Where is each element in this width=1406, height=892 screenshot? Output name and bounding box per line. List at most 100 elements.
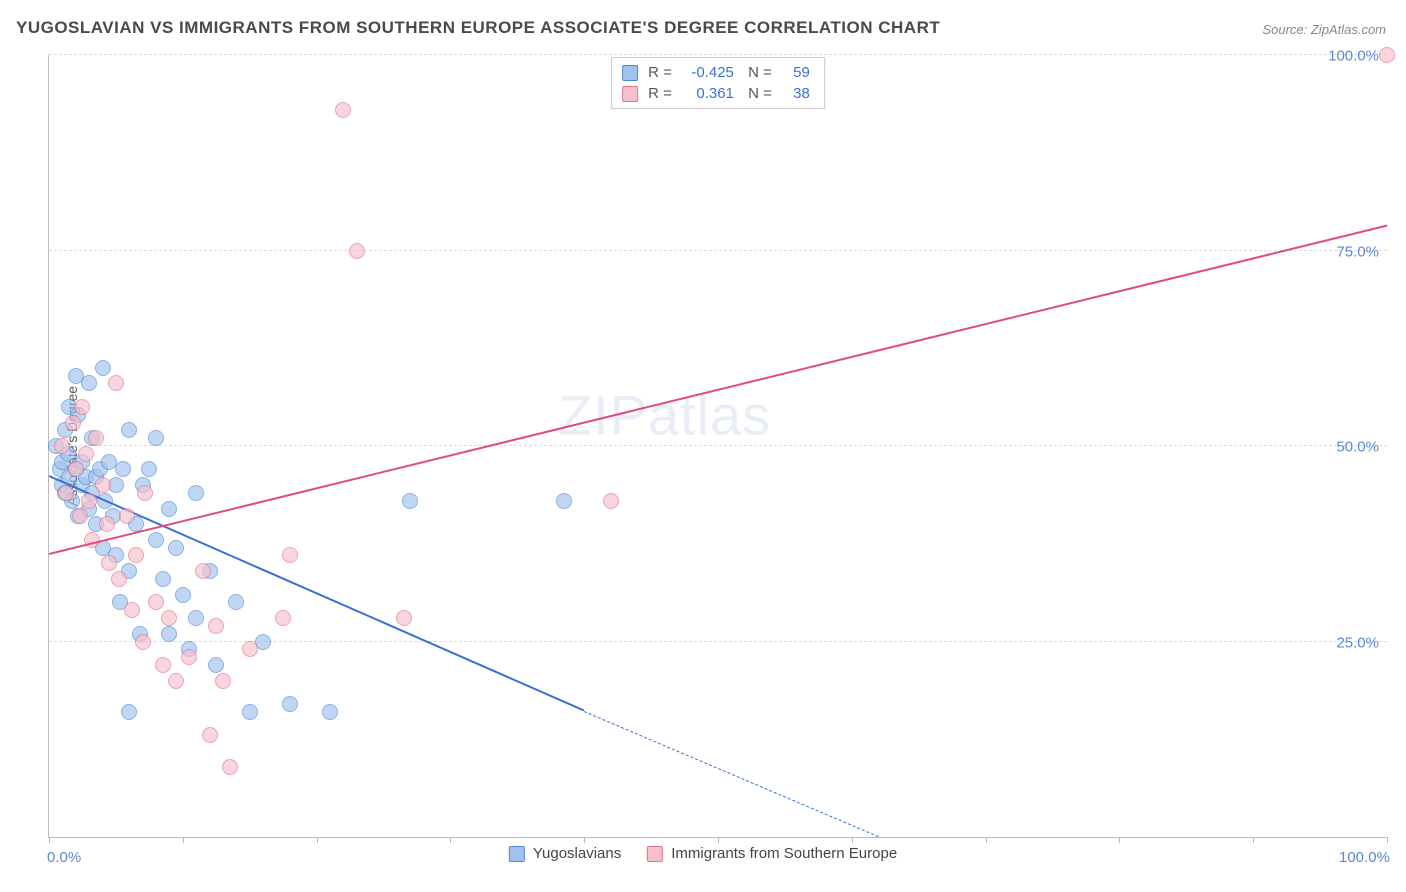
data-point [188,485,204,501]
data-point [128,547,144,563]
gridline [49,445,1387,446]
scatter-plot-area: ZIPatlas R =-0.425 N =59 R =0.361 N =38 … [48,55,1387,838]
data-point [148,532,164,548]
data-point [208,657,224,673]
data-point [168,673,184,689]
xtick [49,837,50,843]
data-point [242,641,258,657]
data-point [282,696,298,712]
xtick-label: 0.0% [47,849,81,866]
data-point [282,547,298,563]
data-point [222,759,238,775]
data-point [148,594,164,610]
n-value-2: 38 [782,83,810,104]
data-point [349,243,365,259]
legend-item-2: Immigrants from Southern Europe [647,845,897,862]
chart-title: YUGOSLAVIAN VS IMMIGRANTS FROM SOUTHERN … [16,18,940,38]
data-point [396,610,412,626]
data-point [161,501,177,517]
source-label: Source: ZipAtlas.com [1262,22,1386,37]
data-point [95,477,111,493]
data-point [58,485,74,501]
data-point [228,594,244,610]
data-point [155,571,171,587]
bottom-legend: Yugoslavians Immigrants from Southern Eu… [509,845,897,862]
xtick [1119,837,1120,843]
data-point [402,493,418,509]
data-point [121,704,137,720]
legend-swatch-2 [647,846,663,862]
data-point [556,493,572,509]
data-point [1379,47,1395,63]
xtick [852,837,853,843]
data-point [81,375,97,391]
data-point [161,610,177,626]
data-point [115,461,131,477]
trend-line [49,225,1387,555]
data-point [95,360,111,376]
ytick-label: 75.0% [1336,243,1379,260]
r-value-2: 0.361 [682,83,734,104]
data-point [54,438,70,454]
gridline [49,250,1387,251]
data-point [121,422,137,438]
data-point [168,540,184,556]
legend-label-2: Immigrants from Southern Europe [671,845,897,862]
data-point [215,673,231,689]
trend-line-extrapolated [584,711,879,837]
data-point [188,610,204,626]
n-value-1: 59 [782,62,810,83]
xtick [450,837,451,843]
data-point [72,508,88,524]
data-point [181,649,197,665]
data-point [68,461,84,477]
data-point [335,102,351,118]
xtick [718,837,719,843]
data-point [275,610,291,626]
swatch-series-2 [622,86,638,102]
data-point [74,399,90,415]
data-point [242,704,258,720]
legend-label-1: Yugoslavians [533,845,621,862]
ytick-label: 25.0% [1336,634,1379,651]
data-point [603,493,619,509]
data-point [111,571,127,587]
watermark: ZIPatlas [558,382,771,447]
data-point [175,587,191,603]
data-point [195,563,211,579]
swatch-series-1 [622,65,638,81]
legend-swatch-1 [509,846,525,862]
data-point [124,602,140,618]
correlation-stats-box: R =-0.425 N =59 R =0.361 N =38 [611,57,825,109]
ytick-label: 100.0% [1328,48,1379,65]
data-point [208,618,224,634]
data-point [99,516,115,532]
data-point [88,430,104,446]
data-point [202,727,218,743]
data-point [135,634,151,650]
data-point [137,485,153,501]
xtick [986,837,987,843]
xtick [1387,837,1388,843]
stats-row-series-1: R =-0.425 N =59 [622,62,810,83]
data-point [161,626,177,642]
xtick [183,837,184,843]
data-point [119,508,135,524]
data-point [141,461,157,477]
gridline [49,54,1387,55]
data-point [155,657,171,673]
data-point [108,375,124,391]
r-value-1: -0.425 [682,62,734,83]
data-point [81,493,97,509]
xtick [1253,837,1254,843]
data-point [78,446,94,462]
xtick [317,837,318,843]
xtick-label: 100.0% [1339,849,1390,866]
data-point [148,430,164,446]
data-point [322,704,338,720]
stats-row-series-2: R =0.361 N =38 [622,83,810,104]
xtick [584,837,585,843]
data-point [65,415,81,431]
data-point [101,555,117,571]
ytick-label: 50.0% [1336,439,1379,456]
